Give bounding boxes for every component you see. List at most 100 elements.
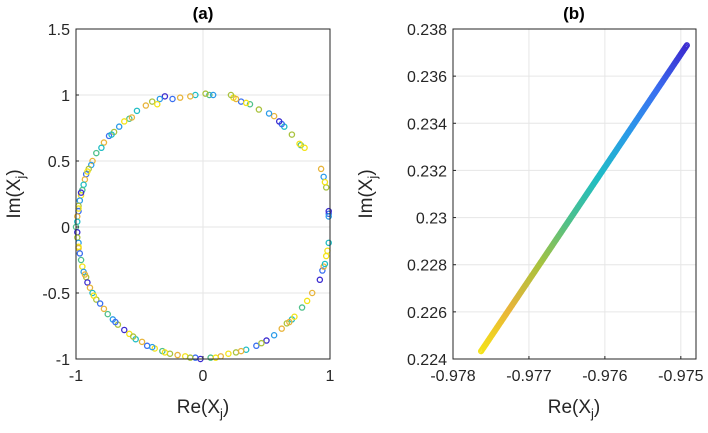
data-point xyxy=(319,267,326,274)
data-point xyxy=(325,213,332,220)
y-tick-label-a: -0.5 xyxy=(42,286,70,303)
x-tick-label-b: -0.975 xyxy=(658,368,703,385)
grid-b xyxy=(452,28,696,360)
data-point xyxy=(270,112,278,120)
y-tick-label-b: 0.234 xyxy=(407,116,447,133)
data-point xyxy=(320,173,327,181)
y-axis-label-a: Im(Xj) xyxy=(4,169,28,218)
data-point xyxy=(321,260,329,268)
data-point xyxy=(286,318,293,326)
data-point xyxy=(275,118,283,125)
data-point xyxy=(76,197,84,204)
y-tick-label-b: 0.232 xyxy=(407,163,447,180)
data-point xyxy=(253,342,260,350)
data-point xyxy=(242,346,250,354)
data-point xyxy=(108,131,115,138)
data-point xyxy=(212,354,219,361)
data-point xyxy=(74,234,81,241)
data-point xyxy=(128,114,136,121)
data-point xyxy=(90,292,98,299)
scatter-points-b xyxy=(477,42,690,355)
data-point xyxy=(161,349,169,356)
data-point xyxy=(278,325,285,332)
y-axis-label-b: Im(Xj) xyxy=(356,169,380,218)
data-point xyxy=(77,189,85,196)
data-point xyxy=(301,144,308,152)
data-point xyxy=(209,91,217,99)
x-tick-label-b: -0.976 xyxy=(582,368,627,385)
data-point xyxy=(156,95,164,103)
data-point xyxy=(288,131,296,138)
data-point xyxy=(265,110,273,117)
panel-a-title: (a) xyxy=(193,4,214,23)
data-point xyxy=(325,239,332,247)
ticks-a: -1 0 1 -1 -0.5 0 0.5 1 1.5 xyxy=(42,22,334,385)
data-point xyxy=(129,333,137,340)
panel-b: -0.978 -0.977 -0.976 -0.975 0.224 0.226 0.228 0… xyxy=(356,4,704,421)
data-point xyxy=(217,353,225,360)
data-point xyxy=(232,349,240,356)
data-point xyxy=(104,310,112,318)
data-point xyxy=(174,351,181,359)
data-point xyxy=(169,95,176,103)
data-point xyxy=(308,289,316,297)
data-point xyxy=(77,256,85,264)
data-point xyxy=(291,313,298,321)
y-tick-label-b: 0.228 xyxy=(407,258,447,275)
data-point xyxy=(80,181,87,189)
x-axis-label-b: Re(Xj) xyxy=(548,397,601,421)
data-point xyxy=(93,149,100,157)
y-tick-label-a: 0.5 xyxy=(48,154,70,171)
data-point xyxy=(232,95,240,103)
y-tick-label-b: 0.23 xyxy=(416,211,447,228)
data-point xyxy=(298,304,306,311)
data-point xyxy=(258,339,265,347)
x-axis-label-a: Re(Xj) xyxy=(177,397,230,421)
data-point xyxy=(237,98,245,105)
data-point xyxy=(225,350,232,357)
panel-b-title: (b) xyxy=(563,4,585,23)
data-point xyxy=(683,42,690,49)
ticks-b: -0.978 -0.977 -0.976 -0.975 0.224 0.226 0.228 0… xyxy=(407,22,704,385)
data-point xyxy=(89,157,96,165)
y-tick-label-a: 1.5 xyxy=(48,22,70,39)
data-point xyxy=(81,176,89,183)
data-point xyxy=(303,297,311,305)
data-point xyxy=(86,284,94,291)
x-tick-label-a: -1 xyxy=(69,368,83,385)
data-point xyxy=(100,139,108,146)
x-tick-label-b: -0.977 xyxy=(506,368,551,385)
axes-frame-b xyxy=(452,28,697,360)
data-point xyxy=(142,102,150,109)
data-point xyxy=(148,343,156,351)
data-point xyxy=(325,210,332,218)
data-point xyxy=(148,98,156,105)
y-tick-label-b: 0.224 xyxy=(407,352,447,369)
data-point xyxy=(324,247,331,255)
grid-a xyxy=(75,28,331,360)
data-point xyxy=(74,213,81,220)
data-point xyxy=(317,165,325,173)
y-tick-label-a: 0 xyxy=(61,220,70,237)
panel-a: -1 0 1 -1 -0.5 0 0.5 1 1.5 (a) Re(Xj) Im(Xj) xyxy=(4,4,335,421)
data-point xyxy=(176,94,184,101)
data-point xyxy=(316,276,324,284)
data-point xyxy=(321,178,329,186)
data-point xyxy=(84,168,91,175)
scatter-points-a xyxy=(72,90,332,363)
data-point xyxy=(133,107,141,115)
data-point xyxy=(322,252,330,260)
data-point xyxy=(74,218,81,225)
data-point xyxy=(121,118,128,125)
y-tick-label-b: 0.236 xyxy=(407,69,447,86)
data-point xyxy=(237,347,245,355)
data-point xyxy=(187,354,194,361)
data-point xyxy=(121,326,128,334)
y-tick-label-b: 0.226 xyxy=(407,305,447,322)
x-tick-label-b: -0.978 xyxy=(430,368,475,385)
y-tick-label-a: -1 xyxy=(56,352,70,369)
data-point xyxy=(81,271,89,278)
data-point xyxy=(202,90,209,97)
data-point xyxy=(100,305,108,313)
data-point xyxy=(246,100,254,108)
